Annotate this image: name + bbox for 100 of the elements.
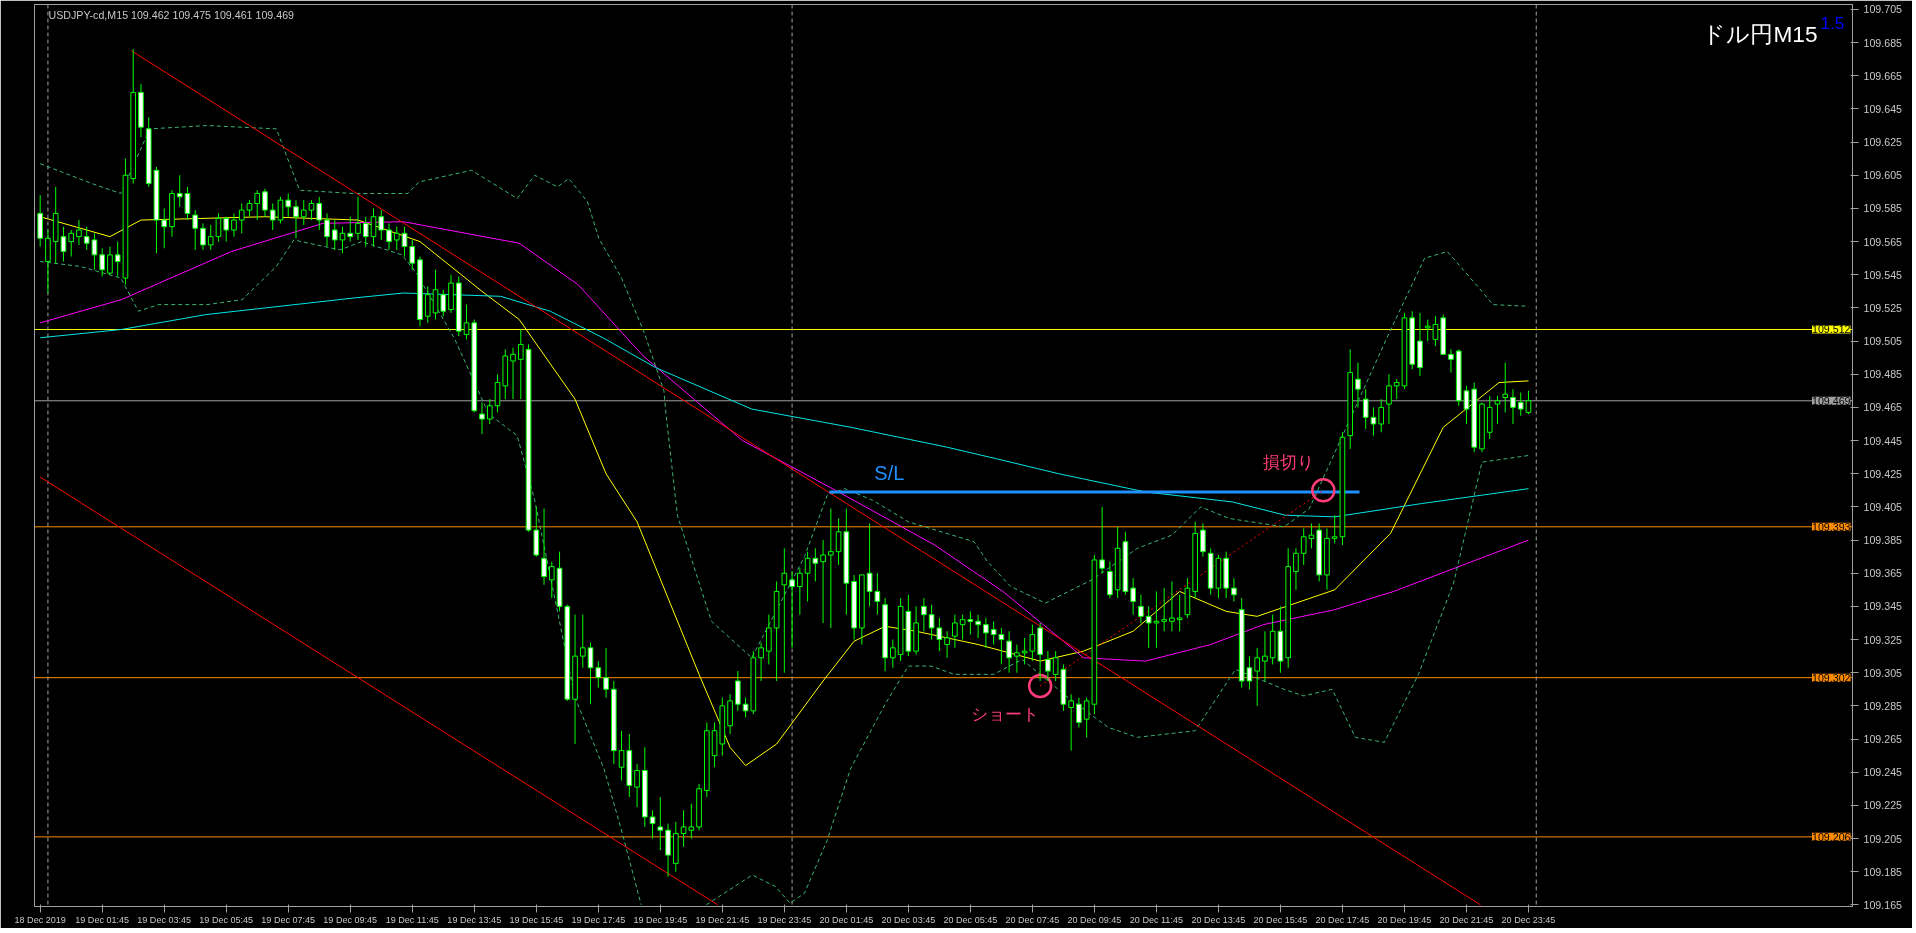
y-tick-label: 109.305 xyxy=(1863,666,1903,679)
line-series xyxy=(39,292,1529,518)
y-tick-label: 109.585 xyxy=(1863,202,1903,215)
candlestick xyxy=(99,247,106,277)
candlestick xyxy=(1014,644,1020,674)
chart-subtitle: USDJPY-cd,M15 109.462 109.475 109.461 109.469 xyxy=(48,8,295,21)
x-tick-label: 20 Dec 09:45 xyxy=(1067,914,1122,925)
series-label: S/L xyxy=(874,461,905,484)
y-tick-label: 109.465 xyxy=(1863,401,1903,414)
x-tick-label: 19 Dec 23:45 xyxy=(757,914,812,925)
candlestick xyxy=(1200,522,1206,558)
candlestick xyxy=(293,199,299,239)
candlestick xyxy=(300,199,307,226)
y-tick-label: 109.565 xyxy=(1863,235,1903,248)
y-tick-label: 109.485 xyxy=(1863,368,1903,381)
candlestick xyxy=(1068,693,1074,752)
candlestick xyxy=(1161,587,1167,632)
candlestick xyxy=(378,209,385,241)
candlestick xyxy=(1293,547,1299,591)
x-tick-label: 20 Dec 03:45 xyxy=(881,914,936,925)
candlestick xyxy=(975,614,981,639)
x-tick-label: 20 Dec 23:45 xyxy=(1501,914,1556,925)
candlestick xyxy=(386,222,392,251)
text: ドル円M15 xyxy=(1702,20,1818,47)
candlestick xyxy=(1510,388,1516,425)
candlestick xyxy=(254,189,261,221)
candlestick xyxy=(231,212,237,238)
line-series xyxy=(39,221,1529,662)
candlestick xyxy=(285,193,292,218)
candlestick xyxy=(820,539,826,624)
annotation: ショート xyxy=(971,703,1040,724)
candlestick xyxy=(370,207,377,248)
x-tick-label: 20 Dec 11:45 xyxy=(1129,914,1183,925)
candlestick xyxy=(479,401,485,435)
candlestick xyxy=(161,207,168,249)
y-tick-label: 109.525 xyxy=(1863,301,1903,314)
y-tick-label: 109.445 xyxy=(1863,434,1903,447)
candlestick xyxy=(339,226,346,254)
candlestick xyxy=(424,285,431,324)
candlestick xyxy=(1176,594,1183,632)
candlestick xyxy=(1494,395,1501,425)
candlestick xyxy=(409,239,416,271)
candlestick xyxy=(324,212,330,248)
x-tick-label: 19 Dec 01:45 xyxy=(75,914,130,925)
x-tick-label: 20 Dec 15:45 xyxy=(1253,914,1308,925)
candlestick xyxy=(579,614,586,669)
candlestick xyxy=(921,597,927,632)
candlestick xyxy=(890,639,896,669)
y-tick-label: 109.385 xyxy=(1863,534,1903,547)
y-tick-label: 109.405 xyxy=(1863,500,1903,513)
y-tick-label: 109.225 xyxy=(1863,799,1903,812)
candlestick xyxy=(1517,391,1524,417)
y-tick-label: 109.625 xyxy=(1863,136,1903,149)
candlestick xyxy=(463,304,470,340)
y-tick-label: 109.425 xyxy=(1863,467,1903,480)
candlestick xyxy=(735,670,741,712)
candlestick xyxy=(1331,514,1338,544)
x-tick-label: 19 Dec 05:45 xyxy=(199,914,254,925)
x-tick-label: 20 Dec 07:45 xyxy=(1005,914,1060,925)
candlestick xyxy=(1107,561,1113,599)
candlestick xyxy=(1262,630,1268,682)
ref-line-label: 109.512 xyxy=(1811,323,1851,336)
x-tick-label: 20 Dec 05:45 xyxy=(943,914,998,925)
candlestick xyxy=(45,229,51,294)
candlestick xyxy=(603,647,609,699)
x-tick-label: 20 Dec 17:45 xyxy=(1315,914,1370,925)
candlestick xyxy=(316,196,323,231)
candlestick xyxy=(277,196,284,224)
candlestick xyxy=(595,660,602,689)
candlestick xyxy=(1076,697,1082,728)
candlestick xyxy=(192,209,199,251)
candlestick xyxy=(797,567,803,616)
candlestick xyxy=(486,398,493,425)
y-tick-label: 109.365 xyxy=(1863,567,1903,580)
candlestick xyxy=(766,614,772,665)
candlestick xyxy=(308,199,315,221)
y-tick-label: 109.545 xyxy=(1863,268,1903,281)
y-tick-label: 109.325 xyxy=(1863,633,1903,646)
annotation: 損切り xyxy=(1262,452,1314,473)
candlestick xyxy=(828,508,834,629)
candlestick xyxy=(331,219,338,251)
candlestick xyxy=(269,202,276,231)
y-tick-label: 109.345 xyxy=(1863,600,1903,613)
ref-line-label: 109.469 xyxy=(1811,394,1851,407)
candlestick xyxy=(781,547,788,674)
candlestick xyxy=(200,222,206,251)
candlestick xyxy=(76,219,82,246)
candlestick xyxy=(1502,362,1509,413)
candlestick xyxy=(262,188,268,218)
candlestick xyxy=(107,246,113,276)
candlestick xyxy=(1099,506,1105,574)
candlestick xyxy=(510,347,516,400)
candlestick xyxy=(634,763,640,808)
candlestick xyxy=(952,614,958,649)
y-tick-label: 109.605 xyxy=(1863,169,1903,182)
x-tick-label: 19 Dec 19:45 xyxy=(633,914,688,925)
y-tick-label: 109.505 xyxy=(1863,335,1903,348)
candlestick xyxy=(649,809,656,840)
candlestick xyxy=(936,617,943,652)
y-tick-label: 109.685 xyxy=(1863,36,1903,49)
